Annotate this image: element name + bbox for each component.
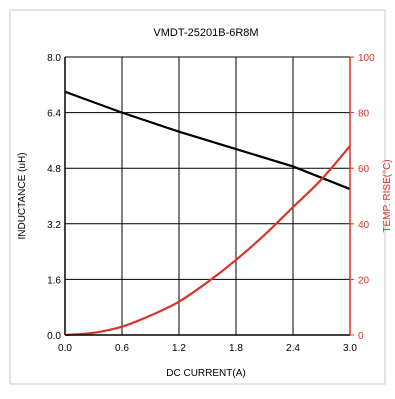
x-tick-label: 2.4 bbox=[286, 343, 300, 354]
x-tick-label: 1.8 bbox=[229, 343, 243, 354]
y-axis-left-label: INDUCTANCE (uH) bbox=[17, 152, 28, 239]
axes bbox=[64, 56, 354, 336]
x-tick-label: 0.0 bbox=[58, 343, 72, 354]
y-right-tick-label: 0 bbox=[358, 331, 364, 342]
x-tick-label: 1.2 bbox=[172, 343, 186, 354]
tick-labels: 0.0 0.6 1.2 1.8 2.4 3.0 0.0 1.6 3.2 4.8 6.4 8.0 0 20 4… bbox=[47, 53, 375, 354]
y-right-tick-label: 80 bbox=[358, 109, 370, 120]
chart-title: VMDT-25201B-6R8M bbox=[153, 27, 258, 39]
y-left-tick-label: 6.4 bbox=[47, 109, 61, 120]
y-left-tick-label: 8.0 bbox=[47, 53, 61, 64]
y-right-tick-label: 60 bbox=[358, 164, 370, 175]
y-left-tick-label: 3.2 bbox=[47, 220, 61, 231]
series-lines bbox=[64, 90, 351, 337]
series-line-inductance bbox=[64, 90, 351, 191]
x-axis-label: DC CURRENT(A) bbox=[166, 368, 245, 379]
y-left-tick-label: 1.6 bbox=[47, 275, 61, 286]
y-right-tick-label: 20 bbox=[358, 275, 370, 286]
y-axis-right-label: TEMP. RISE(°C) bbox=[382, 159, 393, 232]
y-right-tick-label: 100 bbox=[358, 53, 375, 64]
y-right-tick-label: 40 bbox=[358, 220, 370, 231]
y-left-tick-label: 0.0 bbox=[47, 331, 61, 342]
series-line-temp_rise bbox=[64, 145, 351, 337]
chart-frame bbox=[9, 9, 386, 385]
x-tick-label: 3.0 bbox=[343, 343, 357, 354]
x-tick-label: 0.6 bbox=[115, 343, 129, 354]
y-left-tick-label: 4.8 bbox=[47, 164, 61, 175]
